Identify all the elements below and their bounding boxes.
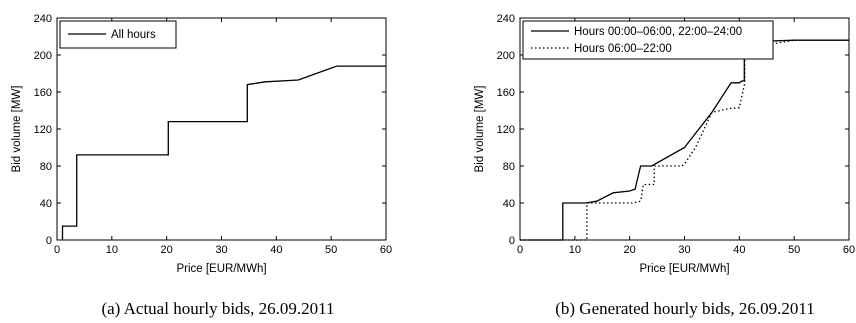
series-lines-a: [61, 65, 386, 240]
x-tick-label-a-1: 10: [106, 244, 118, 256]
caption-b: (b) Generated hourly bids, 26.09.2011: [555, 299, 815, 318]
tick-labels-b: 0 10 20 30 40 50 60 0 40 80 120 160 200 240: [497, 13, 855, 256]
x-tick-label-b-0: 0: [517, 244, 523, 256]
x-tick-label-a-6: 60: [380, 244, 392, 256]
legend-box-b: [522, 20, 774, 60]
x-axis-label-b: Price [EUR/MWh]: [639, 263, 729, 275]
y-tick-label-b-3: 120: [497, 124, 515, 136]
series-line-b-0: [520, 39, 849, 241]
y-tick-label-b-4: 160: [497, 87, 515, 99]
tick-labels-a: 0 10 20 30 40 50 60 0 40 80 120 160 200 240: [34, 13, 392, 256]
caption-a: (a) Actual hourly bids, 26.09.2011: [101, 299, 334, 318]
plot-frame-a: [56, 17, 387, 241]
legend-label-b-1: Hours 06:00–22:00: [574, 43, 672, 55]
y-axis-label-a: Bid volume [MW]: [11, 86, 23, 173]
x-tick-label-a-4: 40: [270, 244, 282, 256]
y-tick-label-a-6: 240: [34, 13, 52, 25]
series-line-b-1: [520, 39, 849, 241]
x-axis-label-a: Price [EUR/MWh]: [176, 263, 266, 275]
y-tick-label-b-0: 0: [509, 235, 515, 247]
x-tick-label-b-1: 10: [569, 244, 581, 256]
y-axis-label-b: Bid volume [MW]: [474, 86, 486, 173]
tick-marks-a: [56, 17, 387, 241]
legend-b: Hours 00:00–06:00, 22:00–24:00 Hours 06:…: [522, 20, 774, 60]
y-tick-label-a-1: 40: [40, 198, 52, 210]
x-tick-label-a-2: 20: [161, 244, 173, 256]
x-tick-label-a-3: 30: [215, 244, 227, 256]
x-tick-label-b-2: 20: [624, 244, 636, 256]
legend-label-b-0: Hours 00:00–06:00, 22:00–24:00: [574, 26, 742, 38]
x-tick-label-b-4: 40: [733, 244, 745, 256]
tick-marks-b: [519, 17, 850, 241]
legend-label-a-0: All hours: [111, 29, 156, 41]
y-tick-label-b-5: 200: [497, 50, 515, 62]
y-tick-label-a-0: 0: [46, 235, 52, 247]
series-line-a-0: [61, 65, 386, 240]
y-tick-label-a-4: 160: [34, 87, 52, 99]
legend-a: All hours: [59, 20, 177, 49]
x-tick-label-b-6: 60: [843, 244, 855, 256]
y-tick-label-a-5: 200: [34, 50, 52, 62]
y-tick-label-b-2: 80: [503, 161, 515, 173]
x-tick-label-a-0: 0: [54, 244, 60, 256]
x-tick-label-b-5: 50: [788, 244, 800, 256]
x-tick-label-b-3: 30: [678, 244, 690, 256]
x-tick-label-a-5: 50: [325, 244, 337, 256]
chart-a: 0 10 20 30 40 50 60 0 40 80 120 160 200 240 All hours…: [11, 13, 392, 318]
y-tick-label-b-6: 240: [497, 13, 515, 25]
y-tick-label-a-3: 120: [34, 124, 52, 136]
y-tick-label-a-2: 80: [40, 161, 52, 173]
chart-b: 0 10 20 30 40 50 60 0 40 80 120 160 200 240 Hours 00:…: [474, 13, 855, 318]
y-tick-label-b-1: 40: [503, 198, 515, 210]
series-lines-b: [520, 39, 849, 241]
